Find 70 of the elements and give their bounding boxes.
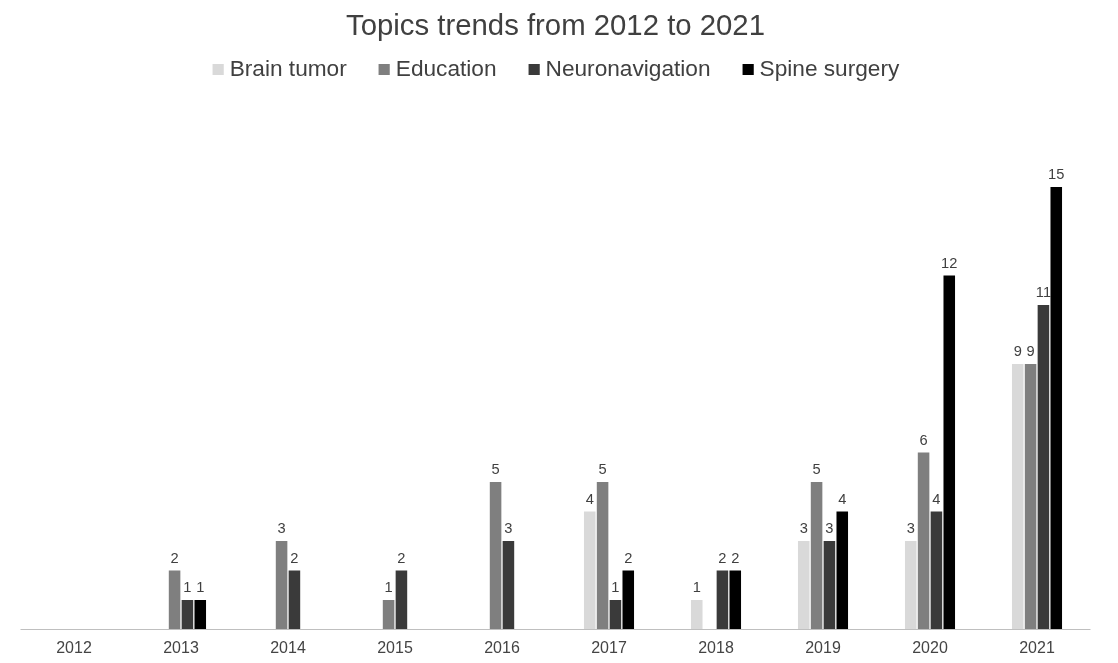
x-tick-label: 2019: [805, 638, 841, 656]
bar: [1011, 364, 1024, 630]
bar: [1024, 364, 1037, 630]
bar: [583, 511, 596, 630]
legend-label: Brain tumor: [229, 55, 347, 82]
bar: [716, 570, 729, 630]
data-label: 2: [718, 549, 727, 566]
data-label: 4: [932, 490, 941, 507]
data-label: 15: [1048, 166, 1065, 183]
legend-label: Neuronavigation: [545, 55, 711, 82]
bar: [382, 600, 395, 630]
data-label: 3: [504, 520, 513, 537]
data-label: 3: [906, 520, 915, 537]
data-label: 3: [825, 520, 834, 537]
bar: [930, 511, 943, 630]
data-label: 1: [196, 579, 205, 596]
data-label: 9: [1026, 343, 1035, 360]
data-label: 4: [838, 490, 847, 507]
bar: [181, 600, 194, 630]
bar: [904, 541, 917, 630]
data-label: 6: [919, 431, 928, 448]
bar: [823, 541, 836, 630]
data-label: 2: [624, 549, 633, 566]
x-tick-label: 2016: [484, 638, 520, 656]
data-label: 5: [491, 461, 500, 478]
bar: [275, 541, 288, 630]
x-tick-label: 2021: [1019, 638, 1055, 656]
bar: [810, 482, 823, 630]
data-label: 5: [598, 461, 607, 478]
bar: [395, 570, 408, 630]
bar: [797, 541, 810, 630]
x-tick-label: 2012: [56, 638, 92, 656]
data-label: 2: [397, 549, 406, 566]
bar: [194, 600, 207, 630]
bar: [168, 570, 181, 630]
data-label: 2: [170, 549, 179, 566]
bar: [943, 275, 956, 630]
data-label: 1: [183, 579, 192, 596]
chart-title: Topics trends from 2012 to 2021: [346, 7, 766, 41]
legend-label: Spine surgery: [759, 55, 900, 82]
data-label: 3: [277, 520, 286, 537]
bar: [1037, 305, 1050, 630]
data-label: 1: [611, 579, 620, 596]
bar: [729, 570, 742, 630]
bar: [502, 541, 515, 630]
x-tick-label: 2013: [163, 638, 199, 656]
data-label: 4: [585, 490, 594, 507]
x-tick-label: 2017: [591, 638, 627, 656]
bar: [596, 482, 609, 630]
x-tick-label: 2015: [377, 638, 413, 656]
bar: [690, 600, 703, 630]
data-label: 9: [1013, 343, 1022, 360]
data-label: 3: [799, 520, 808, 537]
data-label: 1: [384, 579, 393, 596]
x-tick-label: 2020: [912, 638, 948, 656]
x-tick-label: 2014: [270, 638, 306, 656]
bar: [288, 570, 301, 630]
data-label: 2: [290, 549, 299, 566]
bar: [1050, 187, 1063, 630]
data-label: 2: [731, 549, 740, 566]
bar: [917, 452, 930, 630]
legend-label: Education: [395, 55, 497, 82]
data-label: 12: [941, 254, 958, 271]
bar: [836, 511, 849, 630]
bar: [609, 600, 622, 630]
bar: [489, 482, 502, 630]
data-label: 5: [812, 461, 821, 478]
bar: [622, 570, 635, 630]
data-label: 1: [692, 579, 701, 596]
x-tick-label: 2018: [698, 638, 734, 656]
